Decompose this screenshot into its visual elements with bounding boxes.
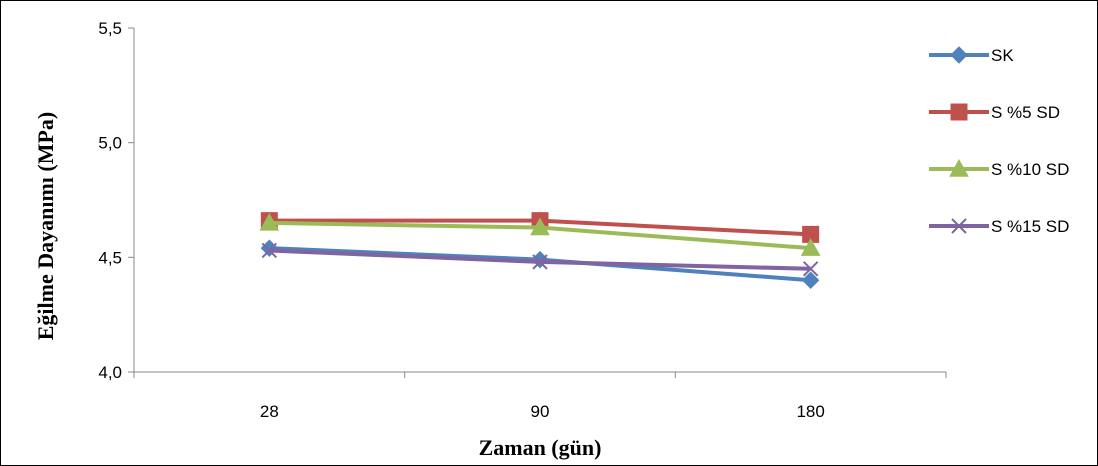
legend-item: SK xyxy=(929,46,1014,65)
legend-marker xyxy=(951,218,967,234)
legend-item: S %10 SD xyxy=(929,158,1069,179)
y-tick-label: 4,5 xyxy=(98,248,122,267)
data-point xyxy=(802,261,819,277)
legend-marker xyxy=(950,46,968,64)
legend-label: S %10 SD xyxy=(991,160,1069,179)
y-axis-title: Eğilme Dayanımı (MPa) xyxy=(33,112,58,341)
data-point xyxy=(530,217,550,236)
legend-marker xyxy=(949,158,969,177)
legend-label: S %15 SD xyxy=(991,217,1069,236)
x-axis-title: Zaman (gün) xyxy=(479,435,602,460)
y-tick-label: 5,0 xyxy=(98,134,122,153)
legend-label: S %5 SD xyxy=(991,103,1060,122)
legend-item: S %15 SD xyxy=(929,217,1069,236)
x-tick-label: 28 xyxy=(260,402,279,421)
data-point xyxy=(801,271,820,289)
x-tick-label: 180 xyxy=(796,402,824,421)
data-point xyxy=(260,239,279,257)
data-point xyxy=(532,254,548,270)
axes xyxy=(133,28,946,373)
x-tick-label: 90 xyxy=(531,402,550,421)
legend-marker xyxy=(950,103,968,121)
legend-item: S %5 SD xyxy=(929,103,1060,122)
data-point xyxy=(261,242,278,259)
data-point xyxy=(531,250,549,269)
y-tick-label: 4,0 xyxy=(98,363,122,382)
legend: SK S %5 SD S %10 SD S %15 SD xyxy=(929,46,1069,236)
legend-label: SK xyxy=(991,46,1014,65)
series-layer xyxy=(259,212,821,289)
x-ticks: 28 90 180 xyxy=(133,372,947,421)
series-sk xyxy=(260,239,820,289)
y-ticks: 4,0 4,5 5,0 5,5 xyxy=(98,19,134,382)
y-tick-label: 5,5 xyxy=(98,19,122,38)
data-point xyxy=(800,238,821,256)
data-point xyxy=(259,212,280,231)
series-s-10-sd xyxy=(259,212,821,256)
series-s-15-sd xyxy=(261,242,819,277)
